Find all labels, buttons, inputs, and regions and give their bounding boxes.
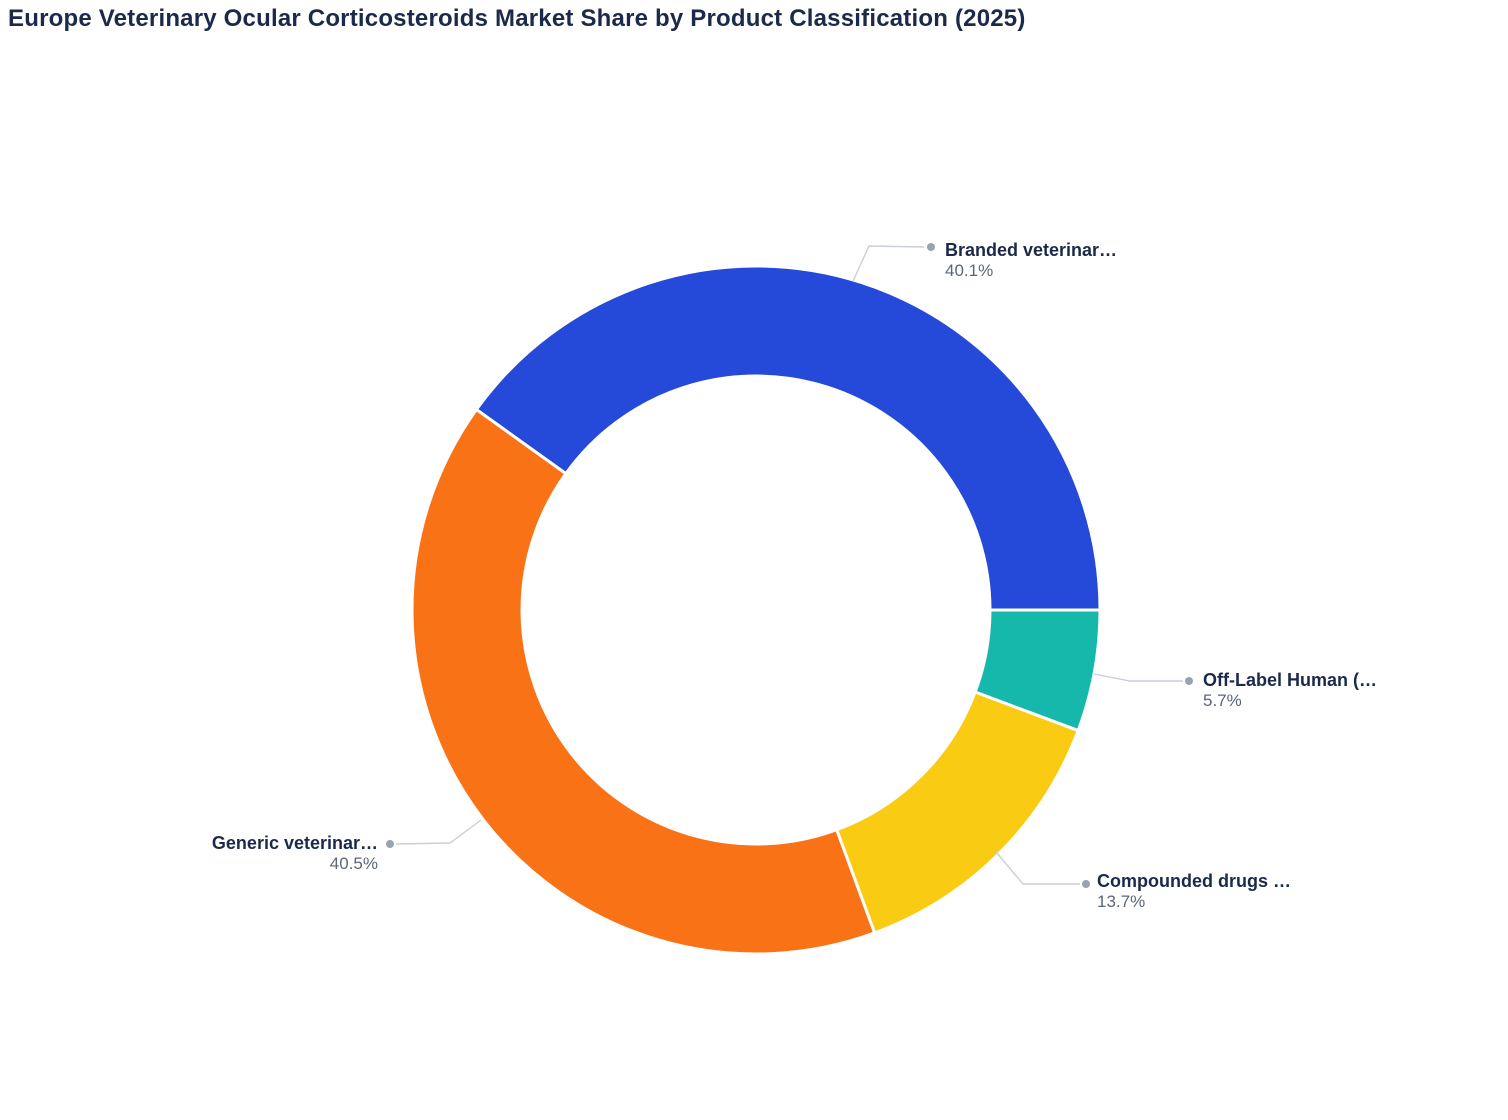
slice-label-compounded-percent: 13.7% <box>1097 892 1146 911</box>
leader-dot-compounded <box>1082 880 1090 888</box>
leader-dot-branded <box>927 243 935 251</box>
slice-label-off-label-human-percent: 5.7% <box>1203 691 1242 710</box>
leader-dot-off-label-human <box>1185 677 1193 685</box>
leader-line-branded <box>852 245 925 282</box>
chart-title: Europe Veterinary Ocular Corticosteroids… <box>8 5 1026 32</box>
slice-label-branded-name: Branded veterinar… <box>945 240 1118 260</box>
leader-line-generic <box>395 819 482 845</box>
slice-label-compounded[interactable]: Compounded drugs … 13.7% <box>1097 871 1291 912</box>
slice-label-compounded-name: Compounded drugs … <box>1097 871 1291 891</box>
slice-label-generic[interactable]: Generic veterinar… 40.5% <box>198 833 378 874</box>
leader-line-off-label-human <box>1093 673 1183 682</box>
slice-label-off-label-human[interactable]: Off-Label Human (… 5.7% <box>1203 670 1377 711</box>
leader-dot-generic <box>386 840 394 848</box>
slice-label-branded[interactable]: Branded veterinar… 40.1% <box>945 240 1117 281</box>
donut-segment-generic[interactable] <box>410 408 877 956</box>
leader-line-compounded <box>995 851 1080 885</box>
donut-slices-group <box>410 264 1102 956</box>
slice-label-off-label-human-name: Off-Label Human (… <box>1203 670 1377 690</box>
slice-label-generic-name: Generic veterinar… <box>211 833 378 853</box>
donut-segment-branded[interactable] <box>474 264 1102 612</box>
slice-label-generic-percent: 40.5% <box>329 854 378 873</box>
donut-segment-compounded[interactable] <box>835 690 1080 935</box>
slice-label-branded-percent: 40.1% <box>945 261 994 280</box>
leader-lines-group <box>386 243 1193 888</box>
